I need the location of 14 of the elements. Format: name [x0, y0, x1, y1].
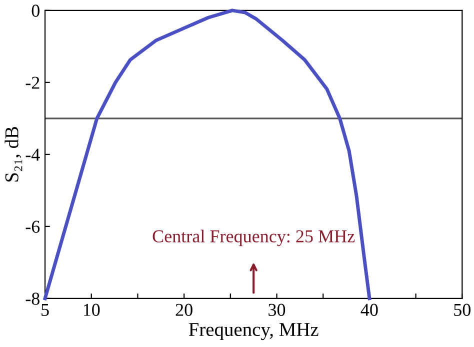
- x-tick-label: 50: [454, 304, 470, 316]
- y-tick-label: 0: [32, 4, 40, 17]
- y-tick-label: -8: [26, 292, 40, 305]
- x-tick-label: 5: [42, 304, 49, 316]
- x-axis-title: Frequency, MHz: [188, 323, 318, 340]
- y-tick-label: -4: [26, 148, 40, 161]
- x-tick-label: 20: [176, 304, 192, 316]
- y-axis-title: S₂₁, dB: [4, 126, 22, 182]
- y-tick-label: -6: [26, 220, 40, 233]
- x-tick-label: 30: [268, 304, 286, 316]
- x-tick-label: 40: [360, 304, 378, 316]
- y-tick-label: -2: [26, 76, 40, 89]
- x-tick-label: 10: [84, 304, 100, 316]
- annotation: Central Frequency: 25 MHz: [152, 230, 355, 246]
